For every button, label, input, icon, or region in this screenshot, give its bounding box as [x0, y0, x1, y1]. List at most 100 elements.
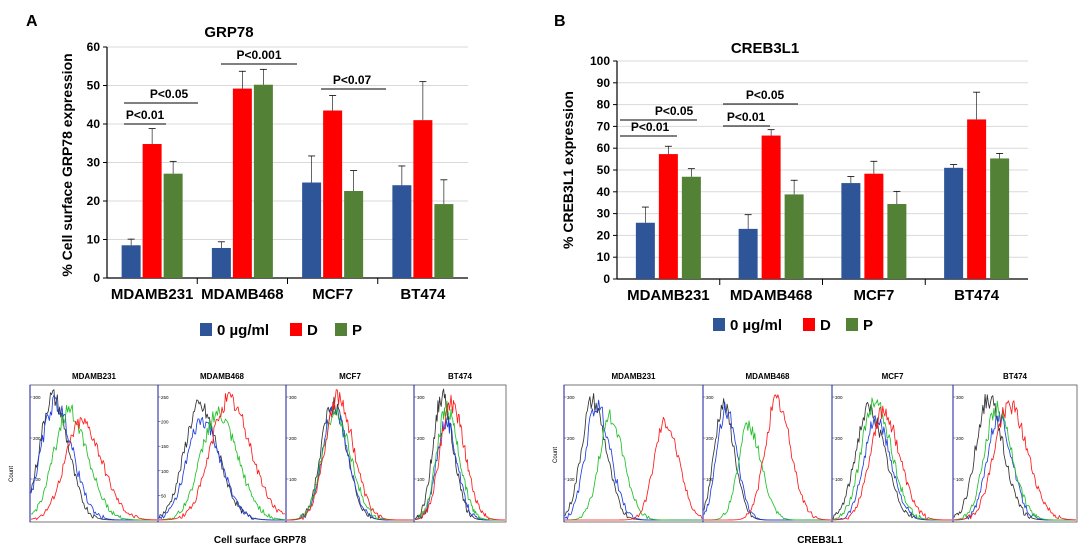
- y-tick-label: 20: [87, 194, 101, 208]
- histogram-y-tick-label: 100: [33, 477, 41, 482]
- histogram-curve-red: [158, 391, 286, 521]
- histogram-curve-green: [30, 404, 157, 521]
- histogram-curve-blue: [703, 401, 831, 521]
- histogram-y-tick-label: 200: [706, 436, 714, 441]
- y-tick-label: 10: [597, 250, 611, 264]
- bar-d: [413, 120, 433, 279]
- histogram-y-tick-label: 200: [161, 420, 169, 425]
- category-label: BT474: [400, 286, 446, 303]
- bar-d: [864, 173, 884, 279]
- histogram-curve-red: [832, 405, 953, 521]
- legend-swatch-p: [335, 323, 347, 336]
- chart-title-grp78: GRP78: [204, 24, 253, 41]
- bar-p: [887, 204, 907, 279]
- histogram-curve-black: [30, 389, 157, 521]
- y-tick-label: 10: [87, 233, 101, 247]
- y-tick-label: 60: [87, 40, 101, 54]
- histogram-curve-red: [286, 389, 413, 521]
- histogram-title: BT474: [1003, 372, 1028, 381]
- histogram-curve-black: [158, 399, 285, 521]
- histogram-title: MDAMB468: [745, 372, 790, 381]
- bar-p: [681, 176, 701, 279]
- bar-ctrl: [944, 167, 964, 279]
- histogram-y-tick-label: 200: [33, 436, 41, 441]
- category-label: MDAMB468: [201, 286, 284, 303]
- histogram-y-tick-label: 250: [161, 395, 169, 400]
- histogram-curve-blue: [158, 417, 285, 521]
- significance-label: P<0.05: [655, 104, 694, 118]
- histogram-y-tick-label: 200: [835, 436, 843, 441]
- legend-swatch-ctrl: [713, 318, 725, 331]
- bar-ctrl: [121, 245, 141, 278]
- histogram-title: MDAMB231: [611, 372, 656, 381]
- histogram-curve-red: [704, 394, 832, 521]
- bar-d: [323, 110, 343, 279]
- histogram-y-tick-label: 200: [567, 436, 575, 441]
- flow-x-label-creb3l1: CREB3L1: [797, 535, 843, 546]
- bar-p: [253, 84, 273, 278]
- bar-ctrl: [211, 247, 231, 278]
- histogram-frame: [157, 384, 287, 523]
- histogram-curve-red: [953, 400, 1077, 521]
- bar-p: [784, 194, 804, 279]
- panel-label-a: A: [26, 13, 38, 30]
- bar-d: [658, 154, 678, 279]
- histogram-title: MCF7: [339, 372, 361, 381]
- bar-d: [142, 144, 162, 278]
- significance-label: P<0.01: [631, 120, 670, 134]
- bar-ctrl: [635, 222, 655, 279]
- category-label: BT474: [954, 287, 1000, 304]
- histogram-curve-green: [832, 397, 952, 521]
- histogram-y-tick-label: 300: [33, 395, 41, 400]
- significance-label: P<0.01: [126, 108, 165, 122]
- histogram-frame: [285, 384, 415, 523]
- histogram-y-tick-label: 300: [417, 395, 425, 400]
- histogram-y-tick-label: 300: [835, 395, 843, 400]
- y-tick-label: 30: [597, 207, 611, 221]
- category-label: MDAMB231: [627, 287, 710, 304]
- category-label: MCF7: [853, 287, 894, 304]
- bar-ctrl: [738, 228, 758, 279]
- legend-label: 0 µg/ml: [730, 317, 782, 334]
- histogram-frame: [952, 384, 1078, 523]
- y-tick-label: 80: [597, 98, 611, 112]
- legend-swatch-ctrl: [200, 323, 212, 336]
- y-tick-label: 0: [603, 272, 610, 286]
- bar-d: [967, 119, 987, 279]
- panel-label-b: B: [554, 13, 566, 30]
- category-label: MDAMB231: [111, 286, 194, 303]
- histogram-y-tick-label: 200: [417, 436, 425, 441]
- histogram-frame: [702, 384, 833, 523]
- histogram-y-tick-label: 300: [956, 395, 964, 400]
- y-tick-label: 30: [87, 156, 101, 170]
- significance-label: P<0.05: [746, 88, 785, 102]
- histogram-y-tick-label: 100: [161, 469, 169, 474]
- histogram-y-tick-label: 100: [835, 477, 843, 482]
- grp78-bar-chart: GRP78 % Cell surface GRP78 expression 0 1…: [59, 24, 468, 339]
- histogram-title: BT474: [448, 372, 473, 381]
- significance-label: P<0.05: [150, 87, 189, 101]
- y-tick-label: 70: [597, 119, 611, 133]
- histogram-y-tick-label: 50: [161, 493, 167, 498]
- histogram-title: MDAMB468: [200, 372, 245, 381]
- bar-d: [761, 135, 781, 279]
- histogram-y-tick-label: 100: [956, 477, 964, 482]
- histogram-curve-blue: [30, 394, 157, 521]
- creb3l1-flow-histograms: CREB3L1 Count MDAMB231 100 200 300 MDAMB468 1…: [553, 372, 1078, 546]
- bar-ctrl: [841, 183, 861, 279]
- y-axis-label-grp78: % Cell surface GRP78 expression: [59, 53, 75, 276]
- bar-p: [344, 190, 364, 278]
- bar-p: [990, 158, 1010, 279]
- bar-p: [434, 204, 454, 278]
- bar-ctrl: [302, 182, 322, 278]
- histogram-title: MCF7: [882, 372, 904, 381]
- histogram-curve-green: [953, 400, 1076, 521]
- histogram-y-tick-label: 200: [289, 436, 297, 441]
- y-tick-label: 0: [93, 271, 100, 285]
- histogram-curve-red: [414, 394, 506, 521]
- category-label: MCF7: [312, 286, 353, 303]
- histogram-curve-black: [953, 393, 1076, 521]
- y-axis-label-creb3l1: % CREB3L1 expression: [560, 91, 576, 249]
- y-tick-label: 40: [87, 117, 101, 131]
- histogram-curve-green: [414, 400, 505, 521]
